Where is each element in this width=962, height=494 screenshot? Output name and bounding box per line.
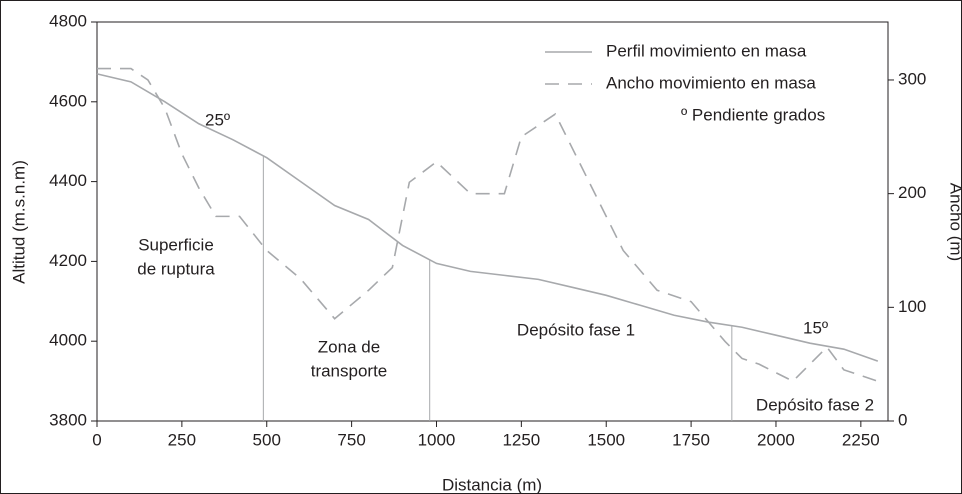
y-tick-label: 4000 (49, 331, 87, 350)
annotation: 25º (205, 110, 230, 129)
annotation: 15º (803, 318, 828, 337)
y-tick-label: 3800 (49, 410, 87, 429)
annotation: de ruptura (137, 259, 215, 278)
x-tick-label: 750 (337, 430, 365, 449)
x-tick-label: 1000 (418, 430, 456, 449)
series-line (96, 73, 879, 362)
x-tick-label: 500 (253, 430, 281, 449)
y-tick-label: 4200 (49, 251, 87, 270)
legend-label: Ancho movimiento en masa (606, 73, 816, 92)
legend-note: º Pendiente grados (681, 105, 825, 124)
y2-tick-label: 100 (898, 297, 926, 316)
annotation: Zona de (318, 337, 380, 356)
y2-tick-label: 200 (898, 183, 926, 202)
y2-tick-label: 300 (898, 69, 926, 88)
x-tick-label: 2000 (757, 430, 795, 449)
annotation: Depósito fase 2 (756, 395, 874, 414)
x-axis-label: Distancia (m) (442, 475, 542, 494)
x-tick-label: 2250 (842, 430, 880, 449)
x-tick-label: 1250 (502, 430, 540, 449)
plot-area (96, 21, 889, 422)
legend-label: Perfil movimiento en masa (606, 41, 807, 60)
y-tick-label: 4800 (49, 11, 87, 30)
series-line (97, 67, 879, 383)
annotation: transporte (311, 361, 388, 380)
x-tick-label: 250 (168, 430, 196, 449)
y-tick-label: 4400 (49, 171, 87, 190)
annotation: Depósito fase 1 (517, 320, 635, 339)
x-tick-label: 0 (92, 430, 101, 449)
x-tick-label: 1750 (672, 430, 710, 449)
y2-axis-label: Ancho (m) (947, 183, 962, 261)
annotation: Superficie (138, 235, 214, 254)
y-axis-label: Altitud (m.s.n.m) (9, 160, 28, 284)
y-tick-label: 4600 (49, 91, 87, 110)
x-tick-label: 1500 (587, 430, 625, 449)
y2-tick-label: 0 (898, 410, 907, 429)
